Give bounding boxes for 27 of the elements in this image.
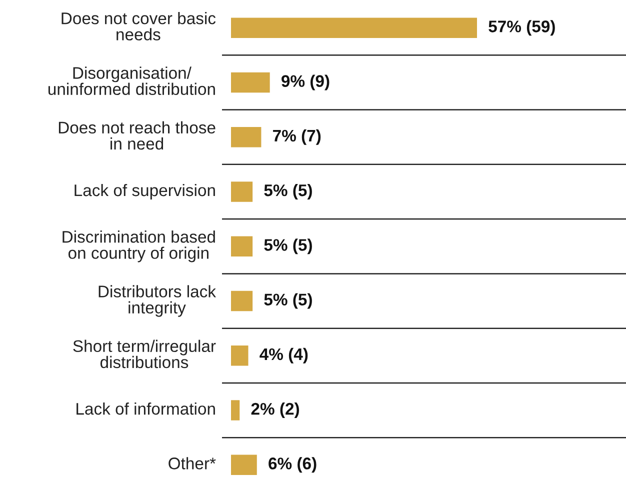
data-label: 6% (6) [268, 457, 316, 473]
data-label: 2% (2) [251, 402, 299, 418]
data-label: 7% (7) [273, 129, 321, 145]
bar [231, 182, 253, 202]
y-tick-label: Other* [168, 457, 216, 470]
data-label: 9% (9) [282, 74, 330, 90]
bar [231, 400, 240, 420]
data-label: 5% (5) [264, 238, 312, 254]
bar [231, 236, 253, 256]
data-label: 5% (5) [264, 293, 312, 309]
bar [231, 346, 248, 366]
bar [231, 290, 253, 312]
y-tick-label: Does not reach those in need [58, 121, 216, 150]
data-label: 57% (59) [488, 20, 555, 36]
y-tick-label: Lack of information [76, 402, 215, 415]
bar [231, 127, 262, 148]
bar [231, 454, 257, 475]
y-tick-label: Short term/irregular distributions [73, 340, 216, 368]
y-tick-label: Does not cover basic needs [62, 12, 216, 40]
bar [231, 18, 477, 38]
y-tick-label: Distributors lack integrity [98, 285, 216, 317]
data-label: 4% (4) [260, 348, 308, 364]
y-tick-label: Lack of supervision [74, 184, 215, 200]
y-tick-label: Discrimination based on country of origin [62, 230, 215, 262]
data-label: 5% (5) [264, 184, 312, 200]
bar [231, 72, 270, 93]
y-tick-label: Disorganisation/ uninformed distribution [48, 66, 215, 96]
